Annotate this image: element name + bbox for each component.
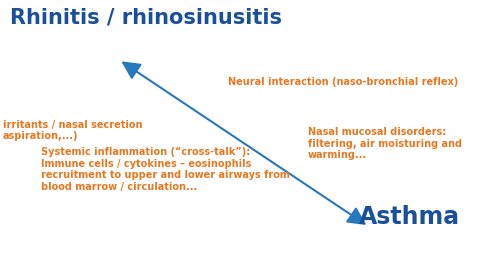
Text: Neural interaction (naso-bronchial reflex): Neural interaction (naso-bronchial refle… bbox=[228, 77, 458, 87]
Text: Rhinitis / rhinosinusitis: Rhinitis / rhinosinusitis bbox=[10, 8, 282, 27]
Text: Nasal mucosal disorders:
filtering, air moisturing and
warming...: Nasal mucosal disorders: filtering, air … bbox=[308, 127, 462, 160]
Text: Asthma: Asthma bbox=[359, 205, 460, 229]
Text: Systemic inflammation (“cross-talk”):
Immune cells / cytokines – eosinophils
rec: Systemic inflammation (“cross-talk”): Im… bbox=[42, 147, 290, 192]
Text: irritants / nasal secretion
aspiration,...): irritants / nasal secretion aspiration,.… bbox=[2, 120, 142, 141]
FancyArrowPatch shape bbox=[123, 63, 364, 224]
